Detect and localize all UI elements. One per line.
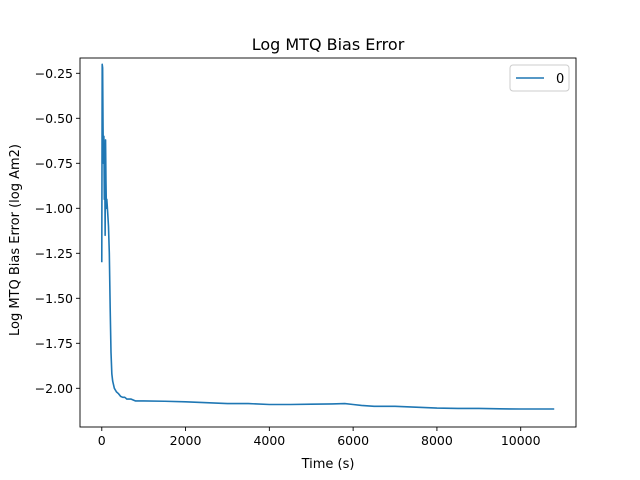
y-tick-label: −1.00 (35, 201, 73, 216)
y-tick-label: −1.25 (35, 246, 73, 261)
x-axis-label: Time (s) (301, 457, 355, 472)
x-tick-label: 0 (98, 433, 106, 448)
x-tick-label: 4000 (253, 433, 285, 448)
y-tick-label: −0.25 (35, 66, 73, 81)
legend: 0 (509, 64, 570, 92)
y-axis-label: Log MTQ Bias Error (log Am2) (8, 144, 23, 336)
plot-frame (79, 57, 577, 428)
plot-area (79, 57, 577, 428)
y-axis: −2.00 −1.75 −1.50 −1.25 −1.00 −0.75 −0.50 −0.25 (35, 66, 80, 396)
legend-label-0: 0 (556, 72, 564, 87)
chart-title: Log MTQ Bias Error (252, 35, 405, 54)
y-tick-label: −1.50 (35, 291, 73, 306)
y-tick-label: −0.75 (35, 156, 73, 171)
series-line-0 (100, 63, 555, 410)
x-tick-label: 2000 (170, 433, 202, 448)
y-tick-label: −2.00 (35, 381, 73, 396)
x-tick-label: 6000 (337, 433, 369, 448)
y-tick-label: −0.50 (35, 111, 73, 126)
x-tick-label: 10000 (501, 433, 541, 448)
x-tick-label: 8000 (421, 433, 453, 448)
x-axis: 0 2000 4000 6000 8000 10000 (98, 427, 541, 448)
y-tick-label: −1.75 (35, 336, 73, 351)
